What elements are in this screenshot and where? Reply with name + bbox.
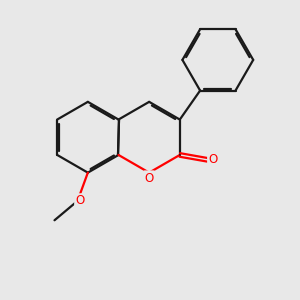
Text: O: O xyxy=(208,154,218,166)
Text: O: O xyxy=(75,194,85,207)
Text: O: O xyxy=(145,172,154,184)
